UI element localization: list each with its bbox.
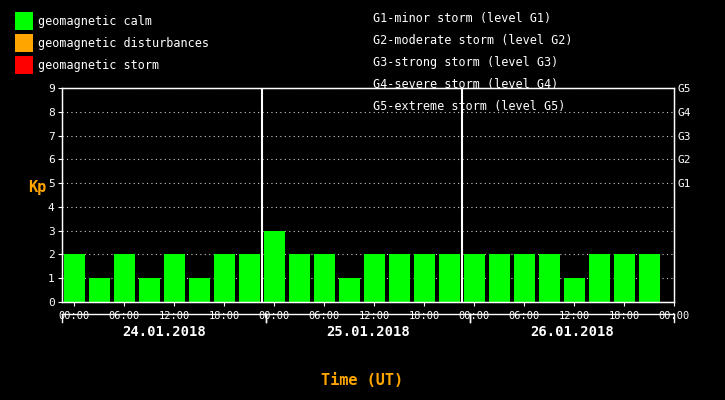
Bar (389, 254, 410, 302)
Text: 25.01.2018: 25.01.2018 (326, 325, 410, 339)
Text: G1-minor storm (level G1): G1-minor storm (level G1) (373, 12, 552, 25)
Text: 24.01.2018: 24.01.2018 (122, 325, 206, 339)
Y-axis label: Kp: Kp (28, 180, 46, 195)
Bar (64, 254, 85, 302)
Bar (463, 254, 485, 302)
Bar (138, 278, 160, 302)
Text: G5-extreme storm (level G5): G5-extreme storm (level G5) (373, 100, 566, 113)
Bar (88, 278, 109, 302)
Bar (214, 254, 235, 302)
Bar (439, 254, 460, 302)
Bar (339, 278, 360, 302)
Text: G4-severe storm (level G4): G4-severe storm (level G4) (373, 78, 559, 91)
Text: Time (UT): Time (UT) (321, 373, 404, 388)
Text: G2-moderate storm (level G2): G2-moderate storm (level G2) (373, 34, 573, 47)
Bar (639, 254, 660, 302)
Text: geomagnetic calm: geomagnetic calm (38, 14, 152, 28)
Text: geomagnetic disturbances: geomagnetic disturbances (38, 36, 210, 50)
Text: 26.01.2018: 26.01.2018 (530, 325, 614, 339)
Bar (264, 231, 285, 302)
Bar (239, 254, 260, 302)
Bar (489, 254, 510, 302)
Text: G3-strong storm (level G3): G3-strong storm (level G3) (373, 56, 559, 69)
Bar (363, 254, 385, 302)
Text: geomagnetic storm: geomagnetic storm (38, 58, 160, 72)
Bar (114, 254, 135, 302)
Bar (164, 254, 185, 302)
Bar (313, 254, 335, 302)
Bar (289, 254, 310, 302)
Bar (539, 254, 560, 302)
Bar (188, 278, 210, 302)
Bar (613, 254, 635, 302)
Bar (413, 254, 435, 302)
Bar (589, 254, 610, 302)
Bar (563, 278, 585, 302)
Bar (513, 254, 535, 302)
